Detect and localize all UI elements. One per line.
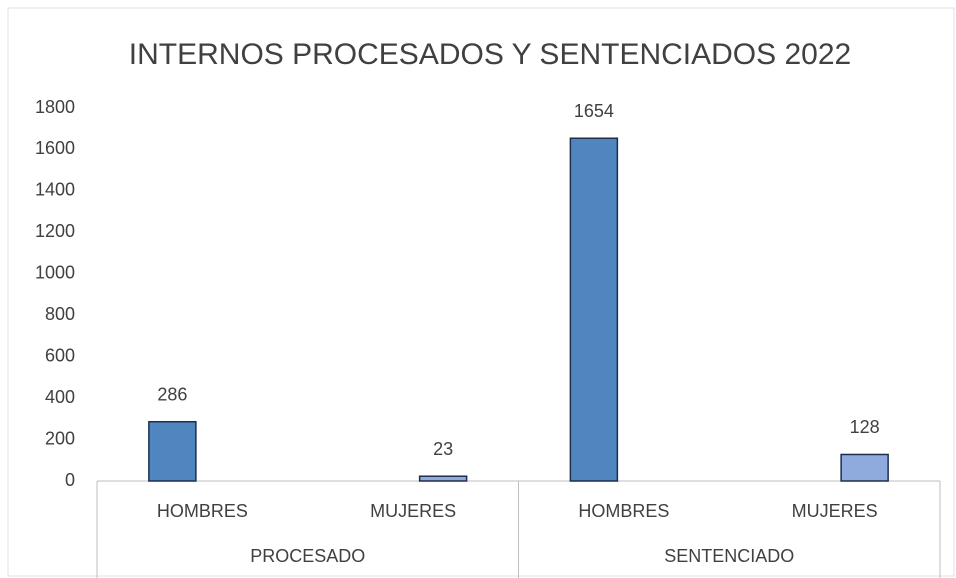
- chart-frame: [7, 7, 955, 577]
- data-label: 1654: [574, 101, 614, 121]
- group-label: SENTENCIADO: [664, 546, 794, 566]
- y-tick-label: 200: [45, 428, 75, 448]
- chart-title: INTERNOS PROCESADOS Y SENTENCIADOS 2022: [129, 38, 851, 71]
- y-tick-label: 400: [45, 387, 75, 407]
- x-tick-label: HOMBRES: [578, 501, 669, 521]
- data-label: 23: [433, 439, 453, 459]
- x-tick-label: HOMBRES: [157, 501, 248, 521]
- y-tick-label: 1600: [35, 138, 75, 158]
- bar: [840, 453, 889, 482]
- y-tick-label: 1800: [35, 97, 75, 117]
- bar: [569, 137, 619, 482]
- group-label: PROCESADO: [250, 546, 365, 566]
- x-tick-label: MUJERES: [370, 501, 456, 521]
- y-tick-label: 1200: [35, 221, 75, 241]
- y-tick-label: 0: [65, 470, 75, 490]
- bar: [418, 475, 468, 482]
- data-label: 128: [850, 417, 880, 437]
- y-tick-label: 600: [45, 345, 75, 365]
- x-tick-label: MUJERES: [792, 501, 878, 521]
- data-label: 286: [157, 384, 187, 404]
- y-tick-label: 1000: [35, 263, 75, 283]
- bar: [148, 420, 197, 482]
- y-tick-label: 1400: [35, 180, 75, 200]
- y-tick-label: 800: [45, 304, 75, 324]
